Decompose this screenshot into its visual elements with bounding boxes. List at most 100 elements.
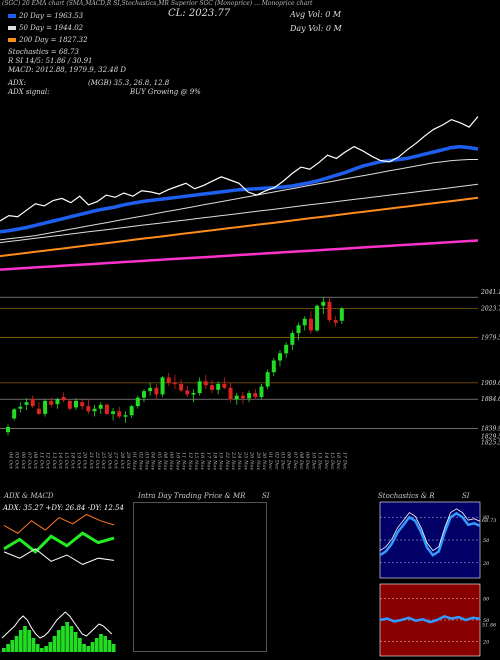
- candle-body: [172, 382, 177, 385]
- macd-histogram-bar: [18, 630, 23, 652]
- stochastics-title: Stochastics & R: [378, 492, 435, 500]
- candle-body: [278, 353, 282, 361]
- macd-histogram-bar: [65, 622, 70, 652]
- candle-body: [142, 391, 146, 398]
- macd-histogram-bar: [111, 644, 116, 652]
- candle-body: [43, 400, 48, 414]
- candle-body: [80, 402, 85, 407]
- date-axis-label: 17 Dec: [341, 452, 347, 470]
- candle-body: [123, 415, 128, 417]
- candle-body: [154, 387, 159, 395]
- candle-body: [111, 411, 116, 414]
- date-axis-label: 04 Nov: [150, 452, 156, 470]
- candle-body: [129, 406, 134, 416]
- price-axis-label: 1979.5: [481, 334, 500, 341]
- date-axis-label: 06 Dec: [286, 452, 292, 470]
- macd-histogram-bar: [78, 638, 82, 652]
- dma200-label: 200 Day = 1827.32: [8, 36, 88, 44]
- candle-body: [339, 308, 344, 321]
- ma20-line: [0, 144, 479, 234]
- di-plus-line: [3, 531, 115, 554]
- candle-body: [67, 400, 72, 409]
- date-axis-label: 14 Dec: [323, 452, 329, 470]
- close-price-label: CL: 2023.77: [168, 8, 231, 19]
- date-axis-label: 01 Nov: [131, 452, 137, 470]
- macd-histogram-bar: [2, 648, 6, 652]
- macd-histogram-bar: [73, 632, 78, 652]
- ma100-line: [0, 183, 479, 244]
- candle-body: [12, 409, 17, 419]
- date-axis-label: 09 Nov: [168, 452, 174, 470]
- macd-histogram-bar: [14, 636, 19, 652]
- adx-signal-label: ADX signal:: [8, 88, 50, 96]
- price-axis-label: 1884.63: [481, 396, 500, 403]
- date-axis-label: 20 Oct: [82, 451, 88, 470]
- macd-histogram-bar: [35, 644, 40, 652]
- date-axis-label: 02 Dec: [273, 452, 279, 470]
- macd-histogram-bar: [61, 626, 65, 652]
- macd-histogram-bar: [27, 630, 32, 652]
- macd-histogram-bar: [82, 644, 86, 652]
- date-axis-label: 25 Nov: [242, 451, 248, 470]
- date-axis-label: 29 Nov: [255, 451, 261, 470]
- date-axis-label: 27 Oct: [113, 451, 119, 470]
- candle-body: [327, 301, 332, 321]
- date-axis-label: 08 Oct: [32, 452, 38, 470]
- candle-body: [315, 305, 320, 331]
- candle-body: [228, 387, 233, 400]
- adx-readout: ADX: 35.27 +DY: 26.84 -DY: 12.54: [3, 504, 124, 512]
- macd-histogram-bar: [69, 626, 74, 652]
- macd-histogram-bar: [86, 646, 91, 652]
- rsi-scale-label: 50: [483, 618, 490, 624]
- candle-body: [308, 318, 313, 331]
- date-axis-label: 25 Oct: [100, 451, 106, 470]
- macd-readout: MACD: 2012.88, 1979.9, 32.48 D: [8, 66, 126, 74]
- date-axis-label: 26 Oct: [106, 451, 112, 470]
- candle-body: [210, 385, 214, 390]
- price-axis-label: 1909.63: [481, 380, 500, 387]
- adx-label: ADX:: [8, 79, 27, 87]
- date-axis-label: 15 Nov: [193, 452, 199, 470]
- rsi-value-label: 51.86: [482, 623, 497, 629]
- macd-panel: [1, 611, 116, 652]
- date-axis-label: 23 Nov: [230, 451, 236, 470]
- candle-body: [290, 333, 295, 345]
- date-axis-label: 22 Oct: [94, 451, 100, 470]
- date-axis-label: 07 Oct: [26, 452, 32, 470]
- candle-body: [197, 381, 202, 394]
- candle-body: [117, 411, 122, 417]
- candle-body: [265, 372, 270, 387]
- date-axis-label: 12 Nov: [187, 452, 193, 470]
- date-axis-label: 19 Nov: [218, 452, 224, 470]
- date-axis-label: 01 Dec: [267, 452, 273, 470]
- di-minus-line: [3, 548, 115, 565]
- candle-body: [30, 398, 35, 407]
- candle-body: [191, 393, 196, 395]
- candle-body: [55, 399, 60, 405]
- candle-body: [203, 381, 208, 386]
- candle-body: [284, 344, 289, 354]
- date-axis-label: 15 Oct: [63, 452, 69, 470]
- candle-body: [98, 404, 103, 409]
- candle-body: [49, 400, 54, 405]
- candle-body: [74, 400, 78, 408]
- date-axis-label: 05 Nov: [156, 452, 162, 470]
- ma200-line: [0, 196, 479, 258]
- date-axis: 04 Oct 05 Oct 06 Oct 07 Oct 08 Oct 11 Oct 12 O…: [8, 451, 348, 470]
- candle-body: [160, 377, 165, 395]
- macd-histogram-bar: [40, 648, 44, 652]
- price-axis-label: 2041.18: [480, 289, 500, 296]
- rsi-readout: R SI 14/5: 51.86 / 30.91: [8, 57, 93, 65]
- adx-macd-title: ADX & MACD: [4, 492, 54, 500]
- candle-body: [179, 383, 184, 391]
- date-axis-label: 10 Nov: [174, 452, 180, 470]
- date-axis-label: 16 Nov: [199, 452, 205, 470]
- ma50-line: [0, 159, 478, 241]
- candle-body: [148, 387, 153, 392]
- date-axis-label: 21 Oct: [88, 451, 94, 470]
- candle-body: [36, 408, 41, 414]
- date-axis-label: 08 Nov: [162, 452, 168, 470]
- macd-histogram-bar: [52, 636, 57, 652]
- date-axis-label: 10 Dec: [310, 452, 316, 470]
- date-axis-label: 26 Nov: [249, 451, 255, 470]
